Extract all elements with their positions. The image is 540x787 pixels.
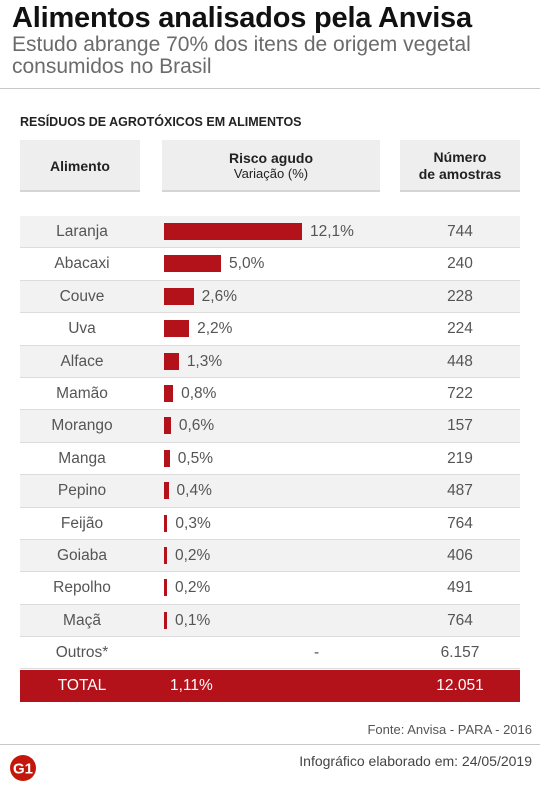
risk-bar: [164, 546, 167, 564]
sample-count: 6.157: [440, 644, 480, 662]
sample-count: 240: [447, 255, 473, 273]
column-header-risk: Risco agudo Variação (%): [162, 140, 380, 192]
risk-bar: [164, 514, 168, 532]
table-row: Couve 2,6% 228: [20, 280, 520, 314]
g1-logo-text: G1: [13, 761, 33, 778]
table-row: Laranja 12,1% 744: [20, 216, 520, 249]
sample-count: 491: [447, 579, 473, 597]
food-name: Feijão: [60, 514, 104, 532]
credit-note: Infográfico elaborado em: 24/05/2019: [299, 753, 532, 769]
risk-value-label: 0,1%: [175, 611, 211, 629]
page-subtitle: Estudo abrange 70% dos itens de origem v…: [12, 33, 471, 78]
table-row: Abacaxi 5,0% 240: [20, 248, 520, 281]
table-row: Mamão 0,8% 722: [20, 377, 520, 411]
g1-logo: G1: [10, 755, 36, 781]
table-row: Maçã 0,1% 764: [20, 604, 520, 638]
table-row: Feijão 0,3% 764: [20, 507, 520, 540]
food-name: Abacaxi: [54, 255, 110, 273]
risk-value-label: 5,0%: [229, 255, 265, 273]
risk-bar: [164, 352, 179, 370]
risk-value-label: -: [314, 644, 320, 662]
sample-count: 764: [447, 514, 473, 532]
risk-bar: [164, 449, 170, 467]
column-header-risk-label: Risco agudo: [228, 150, 313, 166]
food-name: Mamão: [56, 384, 108, 402]
food-name: Laranja: [56, 223, 108, 240]
food-name: Pepino: [57, 482, 107, 500]
column-header-risk-sublabel: Variação (%): [233, 166, 309, 181]
sample-count: 448: [447, 352, 473, 370]
sample-count: 764: [447, 611, 473, 629]
risk-value-label: 12,1%: [310, 223, 354, 240]
table-title: RESÍDUOS DE AGROTÓXICOS EM ALIMENTOS: [20, 115, 302, 129]
food-name: Alface: [60, 352, 104, 370]
risk-value-label: 1,3%: [186, 352, 223, 370]
total-count: 12.051: [436, 677, 484, 694]
risk-bar: [164, 417, 171, 435]
food-name: Repolho: [53, 579, 111, 597]
risk-bar: [164, 384, 174, 402]
sample-count: 722: [447, 384, 473, 402]
table-row: Alface 1,3% 448: [20, 345, 520, 378]
divider: [0, 88, 540, 89]
sample-count: 224: [447, 320, 473, 338]
food-name: Uva: [68, 320, 96, 338]
column-header-food: Alimento: [20, 140, 140, 192]
total-row: TOTAL 1,11% 12.051: [20, 670, 520, 702]
risk-value-label: 2,6%: [201, 287, 237, 305]
table-row: Outros* - 6.157: [20, 637, 520, 670]
risk-value-label: 0,3%: [175, 514, 211, 532]
table-row: Uva 2,2% 224: [20, 313, 520, 346]
risk-bar: [164, 320, 190, 338]
sample-count: 157: [447, 417, 473, 435]
risk-bar: [164, 611, 167, 629]
divider: [0, 744, 540, 745]
column-header-count: Número de amostras: [400, 140, 520, 192]
risk-value-label: 0,5%: [177, 449, 214, 467]
sample-count: 406: [447, 546, 473, 564]
risk-value-label: 0,8%: [181, 384, 217, 402]
food-name: Outros*: [55, 644, 109, 662]
food-name: Couve: [59, 287, 105, 305]
food-name: Manga: [58, 449, 106, 467]
food-name: Morango: [51, 417, 113, 435]
total-label: TOTAL: [57, 677, 107, 694]
table-row: Pepino 0,4% 487: [20, 475, 520, 508]
sample-count: 219: [447, 449, 473, 467]
table-row: Repolho 0,2% 491: [20, 572, 520, 605]
data-table: Laranja 12,1% 744 Abacaxi 5,0% 240 Couve 2,6% 22…: [20, 216, 520, 670]
risk-bar: [164, 579, 167, 597]
sample-count: 744: [447, 223, 473, 240]
page-title: Alimentos analisados pela Anvisa: [12, 2, 472, 34]
table-row: Morango 0,6% 157: [20, 410, 520, 443]
food-name: Goiaba: [57, 546, 107, 564]
total-risk: 1,11%: [170, 677, 213, 694]
risk-value-label: 0,2%: [175, 546, 211, 564]
sample-count: 487: [447, 482, 473, 500]
table-row: Goiaba 0,2% 406: [20, 539, 520, 573]
risk-value-label: 0,2%: [175, 579, 211, 597]
risk-bar: [164, 223, 302, 240]
table-row: Manga 0,5% 219: [20, 442, 520, 476]
column-header-count-line2: de amostras: [418, 166, 502, 182]
food-name: Maçã: [63, 611, 101, 629]
column-header-food-label: Alimento: [50, 158, 110, 174]
risk-value-label: 0,4%: [176, 482, 212, 500]
risk-value-label: 2,2%: [197, 320, 233, 338]
risk-bar: [164, 255, 222, 273]
column-header-count-line1: Número: [433, 149, 487, 165]
sample-count: 228: [447, 287, 473, 305]
source-note: Fonte: Anvisa - PARA - 2016: [367, 722, 532, 737]
risk-bar: [164, 482, 169, 500]
risk-value-label: 0,6%: [178, 417, 215, 435]
risk-bar: [164, 287, 194, 305]
